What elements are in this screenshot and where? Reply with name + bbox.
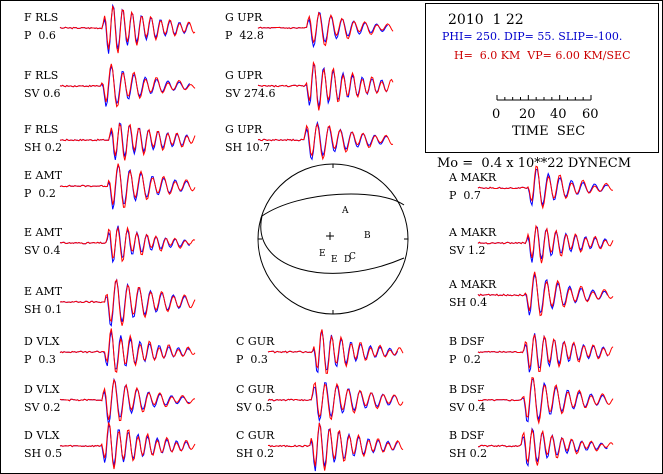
waveform-phase-label: SH 0.2	[449, 447, 488, 460]
waveform-phase-label: SV 1.2	[449, 244, 486, 257]
waveform-phase-label: SH 0.1	[24, 303, 63, 316]
waveform-station-label: E AMT	[24, 169, 63, 182]
nodal-plane-2-arc	[260, 215, 405, 274]
stereonet-code-e1: E	[319, 249, 326, 259]
synthetic-trace	[477, 334, 614, 373]
waveform-station-label: B DSF	[449, 429, 485, 442]
time-tick-20: 20	[519, 107, 536, 122]
waveform-phase-label: SH 0.2	[236, 447, 275, 460]
waveform-station-label: C GUR	[236, 429, 275, 442]
waveform-phase-label: P 0.2	[449, 353, 481, 366]
waveform-station-label: C GUR	[236, 335, 275, 348]
seismic-moment: Mo = 0.4 x 10**22 DYNECM	[437, 156, 632, 171]
synthetic-trace	[59, 163, 196, 208]
waveform-phase-label: P 0.6	[24, 29, 56, 42]
waveform-phase-label: P 0.2	[24, 187, 56, 200]
event-info-box: 2010 1 22 PHI= 250. DIP= 55. SLIP=-100. …	[425, 3, 659, 153]
time-tick-60: 60	[582, 107, 599, 122]
waveform-phase-label: P 42.8	[225, 29, 264, 42]
observed-trace	[267, 382, 399, 423]
synthetic-trace	[59, 328, 196, 373]
synthetic-trace	[477, 427, 614, 466]
waveform-phase-label: P 0.7	[449, 189, 481, 202]
depth-velocity: H= 6.0 KM VP= 6.00 KM/SEC	[454, 49, 631, 62]
nodal-plane-1	[261, 193, 405, 217]
stereonet-code-a: A	[342, 206, 349, 216]
synthetic-trace	[257, 122, 394, 161]
synthetic-trace	[477, 224, 614, 264]
waveform-station-label: F RLS	[24, 123, 59, 136]
synthetic-trace	[59, 422, 196, 470]
observed-trace	[59, 423, 191, 466]
observed-trace	[477, 168, 608, 207]
synthetic-trace	[59, 63, 196, 108]
waveform-phase-label: SH 10.7	[225, 141, 271, 154]
observed-trace	[267, 330, 399, 374]
stereonet-outline	[257, 163, 409, 315]
waveform-station-label: E AMT	[24, 285, 63, 298]
waveform-phase-label: SH 0.2	[24, 141, 63, 154]
stereonet-code-b: B	[364, 231, 371, 241]
waveform-station-label: F RLS	[24, 69, 59, 82]
waveform-station-label: D VLX	[24, 383, 60, 396]
observed-trace	[59, 3, 190, 54]
waveform-station-label: G UPR	[225, 11, 263, 24]
synthetic-trace	[59, 278, 196, 326]
waveform-phase-label: P 0.3	[236, 353, 268, 366]
synthetic-trace	[59, 379, 196, 422]
waveform-station-label: G UPR	[225, 69, 263, 82]
focal-mechanism-stereonet	[255, 163, 409, 315]
waveform-station-label: A MAKR	[449, 278, 497, 291]
observed-trace	[257, 64, 388, 107]
synthetic-trace	[257, 60, 394, 111]
synthetic-trace	[267, 329, 404, 374]
nodal-plane-2	[255, 179, 397, 275]
stereonet-code-d: D	[344, 255, 352, 265]
waveform-station-label: E AMT	[24, 226, 63, 239]
stereonet-code-e2: E	[331, 255, 338, 265]
observed-trace	[59, 163, 191, 210]
waveform-phase-label: SV 0.5	[236, 401, 273, 414]
observed-trace	[257, 120, 388, 161]
waveform-station-label: F RLS	[24, 11, 59, 24]
observed-trace	[59, 377, 190, 425]
waveform-phase-label: SV 0.6	[24, 87, 61, 100]
synthetic-trace	[267, 422, 404, 471]
waveform-phase-label: SV 274.6	[225, 87, 276, 100]
waveform-station-label: B DSF	[449, 383, 485, 396]
waveform-station-label: C GUR	[236, 383, 275, 396]
focal-parameters: PHI= 250. DIP= 55. SLIP=-100.	[442, 30, 623, 43]
time-axis-title: TIME SEC	[512, 124, 586, 139]
waveform-station-label: A MAKR	[449, 171, 497, 184]
time-scale-bar	[496, 95, 592, 101]
synthetic-trace	[477, 376, 614, 425]
stereonet-code-c: C	[349, 252, 356, 262]
waveform-station-label: B DSF	[449, 335, 485, 348]
synthetic-trace	[59, 5, 196, 54]
observed-trace	[477, 333, 609, 373]
synthetic-trace	[267, 381, 404, 421]
synthetic-trace	[477, 165, 614, 210]
waveform-phase-label: SV 0.2	[24, 401, 61, 414]
synthetic-trace	[59, 226, 196, 263]
waveform-phase-label: SH 0.4	[449, 296, 488, 309]
synthetic-trace	[59, 122, 196, 161]
event-date: 2010 1 22	[448, 12, 524, 28]
time-tick-0: 0	[492, 107, 501, 122]
waveform-phase-label: P 0.3	[24, 353, 56, 366]
waveform-station-label: A MAKR	[449, 226, 497, 239]
synthetic-trace	[477, 271, 614, 317]
time-tick-40: 40	[550, 107, 567, 122]
waveform-phase-label: SV 0.4	[449, 401, 486, 414]
waveform-phase-label: SV 0.4	[24, 244, 61, 257]
waveform-station-label: D VLX	[24, 429, 60, 442]
waveform-phase-label: SH 0.5	[24, 447, 63, 460]
waveform-station-label: G UPR	[225, 123, 263, 136]
waveform-station-label: D VLX	[24, 335, 60, 348]
synthetic-trace	[257, 11, 394, 47]
